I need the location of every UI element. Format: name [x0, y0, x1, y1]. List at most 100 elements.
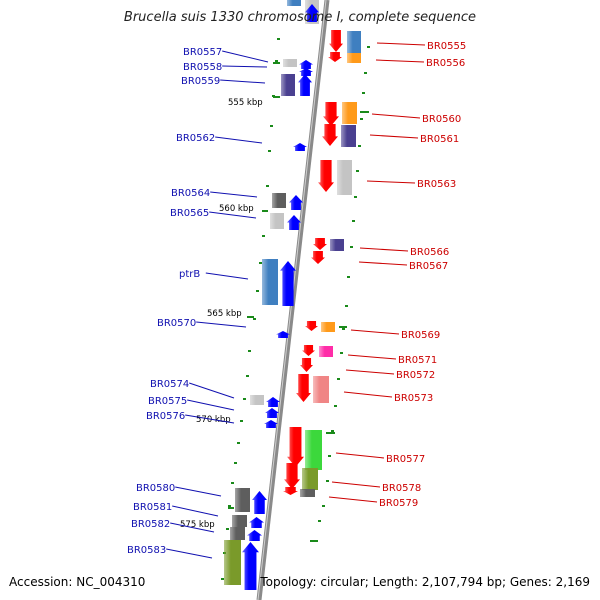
gene-block	[272, 193, 286, 208]
gene-label-left: BR0576	[146, 411, 185, 422]
gene-label-right: BR0578	[382, 483, 421, 494]
gene-label-left: ptrB	[179, 269, 200, 280]
scale-tick-major	[310, 540, 318, 542]
gene-label-right: BR0572	[396, 370, 435, 381]
gene-block	[230, 527, 245, 540]
gene-leader-right	[359, 247, 409, 252]
scale-tick-left	[275, 60, 278, 62]
gene-leader-left	[222, 65, 268, 68]
scale-tick-major	[273, 62, 280, 64]
gene-label-left: BR0562	[176, 133, 215, 144]
gene-block	[235, 488, 250, 512]
scale-tick-left	[243, 398, 246, 400]
gene-block	[224, 540, 241, 585]
scale-tick-major	[326, 432, 335, 434]
topology-text: Topology: circular; Length: 2,107,794 bp…	[260, 575, 590, 589]
scale-tick-left	[228, 505, 231, 507]
gene-leader-left	[205, 272, 249, 280]
forward-gene-arrow	[266, 397, 280, 407]
scale-tick-right	[326, 480, 329, 482]
gene-leader-left	[210, 191, 258, 198]
scale-tick-left	[259, 262, 262, 264]
scale-tick-right	[345, 305, 348, 307]
scale-tick-major	[360, 111, 369, 113]
gene-block	[262, 259, 278, 305]
gene-label-left: BR0582	[131, 519, 170, 530]
scale-tick-left	[234, 462, 237, 464]
gene-label-left: BR0559	[181, 76, 220, 87]
scale-tick-major	[339, 326, 347, 328]
gene-leader-left	[215, 136, 263, 144]
scale-tick-right	[356, 170, 359, 172]
gene-block	[281, 74, 295, 96]
gene-block	[341, 125, 356, 147]
scale-tick-right	[358, 145, 361, 147]
scale-tick-left	[246, 375, 249, 377]
scale-tick-right	[362, 92, 365, 94]
reverse-gene-arrow	[284, 463, 300, 489]
scale-tick-right	[367, 46, 370, 48]
scale-tick-left	[221, 578, 224, 580]
kbp-marker: 555 kbp	[228, 98, 263, 108]
gene-leader-right	[345, 369, 395, 375]
gene-label-left: BR0581	[133, 502, 172, 513]
reverse-gene-arrow	[296, 374, 311, 402]
scale-tick-major	[273, 96, 280, 98]
scale-tick-right	[347, 276, 350, 278]
gene-label-right: BR0561	[420, 134, 459, 145]
forward-gene-arrow	[265, 408, 279, 418]
accession-text: Accession: NC_004310	[9, 575, 146, 589]
reverse-gene-arrow	[283, 487, 298, 495]
gene-label-right: BR0579	[379, 498, 418, 509]
gene-block	[302, 468, 318, 490]
scale-tick-left	[231, 482, 234, 484]
scale-tick-right	[354, 196, 357, 198]
gene-label-left: BR0574	[150, 379, 189, 390]
reverse-gene-arrow	[305, 321, 318, 331]
gene-leader-left	[175, 486, 222, 497]
scale-tick-left	[277, 38, 280, 40]
gene-block	[287, 0, 301, 6]
forward-gene-arrow	[293, 143, 307, 151]
kbp-marker: 575 kbp	[180, 520, 215, 530]
scale-tick-right	[350, 246, 353, 248]
gene-leader-left	[222, 50, 269, 63]
gene-leader-right	[376, 42, 426, 46]
gene-leader-right	[375, 59, 425, 63]
gene-label-right: BR0577	[386, 454, 425, 465]
gene-leader-left	[189, 382, 235, 399]
scale-tick-major	[262, 210, 268, 212]
gene-leader-left	[196, 321, 247, 328]
gene-label-right: BR0569	[401, 330, 440, 341]
gene-block	[305, 430, 322, 470]
reverse-gene-arrow	[313, 238, 327, 250]
forward-gene-arrow	[280, 261, 296, 306]
gene-leader-right	[366, 180, 416, 184]
gene-leader-right	[350, 329, 400, 335]
forward-gene-arrow	[299, 60, 313, 69]
gene-label-right: BR0571	[398, 355, 437, 366]
reverse-gene-arrow	[318, 160, 334, 192]
forward-gene-arrow	[289, 195, 303, 210]
scale-tick-left	[266, 185, 269, 187]
reverse-gene-arrow	[302, 345, 315, 356]
gene-leader-right	[328, 496, 378, 503]
scale-tick-right	[352, 220, 355, 222]
reverse-gene-arrow	[287, 427, 304, 467]
gene-block	[319, 346, 333, 357]
gene-label-left: BR0565	[170, 208, 209, 219]
gene-leader-right	[335, 452, 385, 459]
forward-gene-arrow	[247, 530, 262, 541]
gene-label-left: BR0557	[183, 47, 222, 58]
reverse-gene-arrow	[311, 251, 325, 264]
gene-block	[300, 489, 315, 497]
forward-gene-arrow	[249, 517, 264, 528]
reverse-gene-arrow	[329, 30, 343, 52]
gene-leader-left	[209, 211, 257, 219]
gene-label-right: BR0555	[427, 41, 466, 52]
gene-block	[330, 239, 344, 251]
reverse-gene-arrow	[300, 358, 313, 372]
forward-gene-arrow	[287, 215, 301, 230]
gene-label-left: BR0570	[157, 318, 196, 329]
